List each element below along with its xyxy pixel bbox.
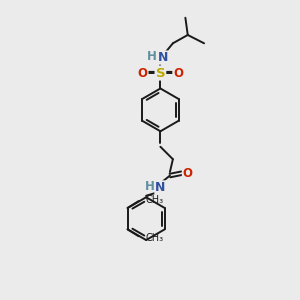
Text: S: S bbox=[156, 67, 165, 80]
Text: O: O bbox=[173, 67, 183, 80]
Text: O: O bbox=[138, 67, 148, 80]
Text: H: H bbox=[147, 50, 157, 64]
Text: N: N bbox=[155, 181, 165, 194]
Text: H: H bbox=[145, 180, 155, 194]
Text: CH₃: CH₃ bbox=[146, 195, 164, 205]
Text: O: O bbox=[183, 167, 193, 180]
Text: CH₃: CH₃ bbox=[146, 233, 164, 243]
Text: N: N bbox=[158, 51, 168, 64]
